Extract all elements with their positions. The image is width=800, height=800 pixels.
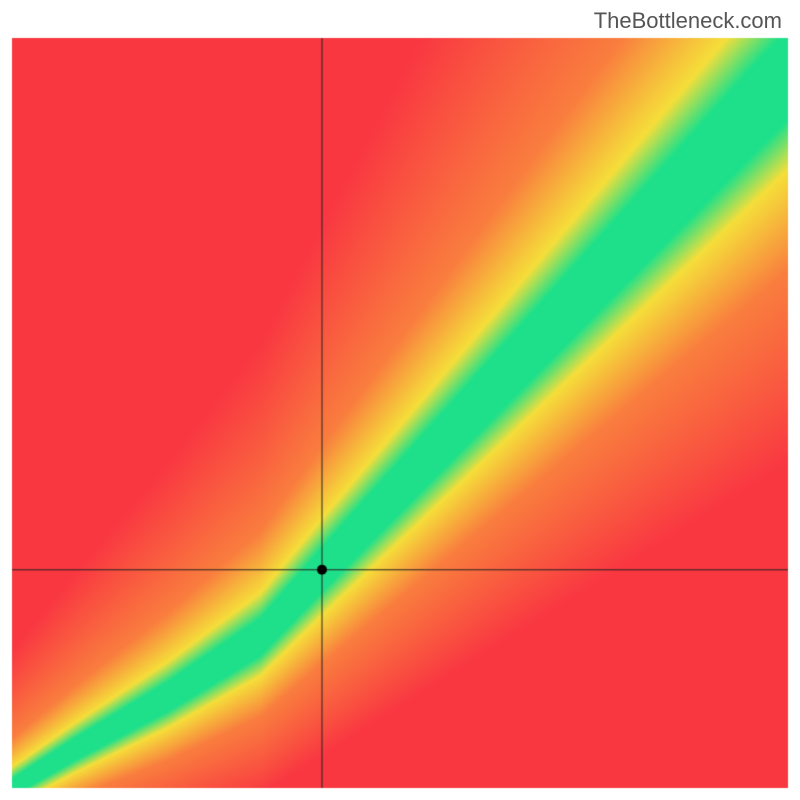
chart-container: TheBottleneck.com	[0, 0, 800, 800]
watermark-text: TheBottleneck.com	[594, 8, 782, 34]
heatmap-canvas	[0, 0, 800, 800]
